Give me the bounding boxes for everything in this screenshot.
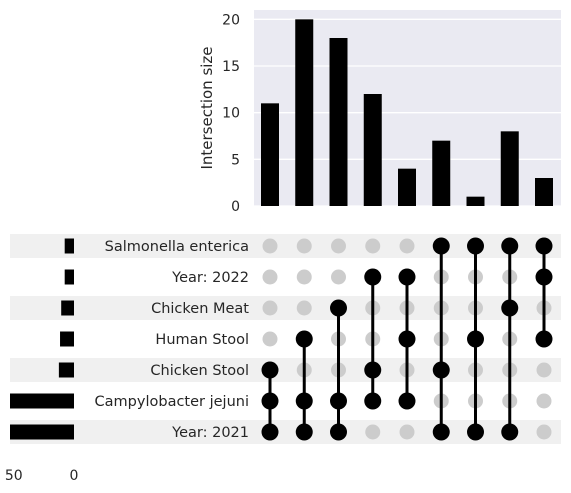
matrix-dot-inactive <box>331 238 346 254</box>
intersection-bar <box>466 196 485 206</box>
matrix-dot-active <box>501 299 519 317</box>
set-size-bar <box>61 300 74 316</box>
y-tick-label: 20 <box>222 12 240 28</box>
intersection-bar <box>432 140 451 206</box>
intersection-bar <box>363 94 382 206</box>
matrix-dot-active <box>432 361 450 379</box>
intersection-bar <box>398 168 416 206</box>
intersection-bar <box>500 131 519 206</box>
set-size-bar <box>64 269 74 285</box>
set-size-bar <box>58 362 74 378</box>
set-label: Chicken Meat <box>151 301 249 317</box>
matrix-dot-active <box>398 268 416 286</box>
set-size-bar <box>60 331 74 347</box>
set-size-bar <box>10 424 74 440</box>
matrix-dot-active <box>535 237 553 255</box>
matrix-dot-inactive <box>536 393 552 409</box>
y-axis-label: Intersection size <box>198 46 216 169</box>
set-size-bar <box>64 238 74 254</box>
set-label: Year: 2021 <box>171 425 249 441</box>
matrix-dot-inactive <box>296 269 312 285</box>
intersection-bar <box>535 178 553 206</box>
set-labels: Salmonella enterica Year: 2022 Chicken Mea… <box>95 239 250 441</box>
matrix-dot-inactive <box>262 269 278 285</box>
matrix-dot-active <box>432 237 450 255</box>
matrix-dot-inactive <box>536 362 552 378</box>
matrix-dot-active <box>432 423 450 441</box>
intersection-bar <box>329 38 348 206</box>
set-label: Campylobacter jejuni <box>95 394 249 410</box>
matrix-dot-inactive <box>399 424 415 440</box>
matrix-dot-active <box>295 392 313 410</box>
y-tick-label: 10 <box>222 106 240 122</box>
intersection-bars <box>261 19 553 207</box>
matrix-dot-active <box>501 237 519 255</box>
set-label: Salmonella enterica <box>105 239 249 255</box>
set-size-tick-label: 50 <box>5 468 23 484</box>
y-tick-label: 0 <box>231 199 240 215</box>
matrix-dot-inactive <box>262 331 278 347</box>
matrix-dot-inactive <box>399 238 415 254</box>
y-tick-label: 15 <box>222 59 240 75</box>
intersection-matrix <box>261 237 553 441</box>
matrix-dot-active <box>330 392 347 410</box>
y-tick-label: 5 <box>231 152 240 168</box>
matrix-dot-active <box>501 423 519 441</box>
matrix-dot-active <box>467 237 484 255</box>
matrix-dot-active <box>467 330 484 348</box>
matrix-dot-active <box>261 423 279 441</box>
matrix-dot-inactive <box>331 269 346 285</box>
matrix-dot-active <box>295 330 313 348</box>
matrix-dot-active <box>364 392 382 410</box>
set-size-bar <box>10 393 74 409</box>
matrix-dot-active <box>398 392 416 410</box>
matrix-dot-active <box>261 392 279 410</box>
matrix-dot-active <box>467 423 484 441</box>
matrix-dot-active <box>364 268 382 286</box>
set-label: Year: 2022 <box>171 270 249 286</box>
matrix-dot-inactive <box>536 424 552 440</box>
matrix-dot-active <box>261 361 279 379</box>
matrix-dot-active <box>535 330 553 348</box>
set-size-tick-label: 0 <box>70 468 79 484</box>
matrix-dot-active <box>295 423 313 441</box>
matrix-dot-inactive <box>365 238 381 254</box>
matrix-dot-inactive <box>262 300 278 316</box>
set-label: Chicken Stool <box>150 363 249 379</box>
y-axis-ticks: 0 5 10 15 20 <box>222 12 240 215</box>
set-size-bars <box>10 238 74 440</box>
intersection-bar <box>261 103 279 206</box>
matrix-dot-active <box>330 423 347 441</box>
matrix-dot-inactive <box>296 238 312 254</box>
set-label: Human Stool <box>155 332 249 348</box>
matrix-dot-inactive <box>262 238 278 254</box>
matrix-dot-active <box>535 268 553 286</box>
matrix-dot-active <box>330 299 347 317</box>
matrix-dot-inactive <box>365 424 381 440</box>
matrix-dot-inactive <box>296 300 312 316</box>
matrix-dot-active <box>398 330 416 348</box>
set-size-ticks: 50 0 <box>5 468 79 484</box>
intersection-bar <box>295 19 314 207</box>
matrix-dot-active <box>364 361 382 379</box>
